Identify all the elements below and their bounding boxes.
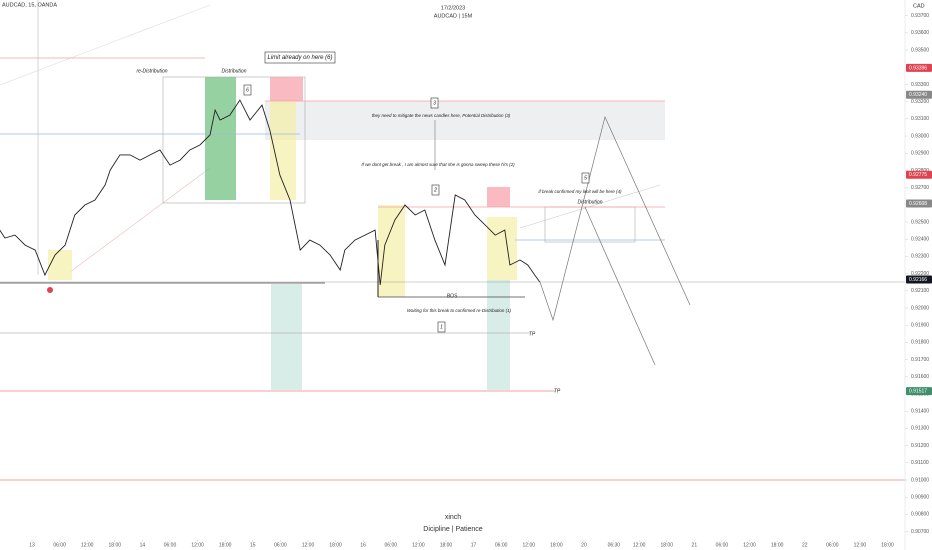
x-tick-label: 06:00	[495, 542, 508, 548]
annotation: TP	[554, 388, 561, 394]
x-tick-label: 22	[802, 542, 808, 548]
x-tick-label: 18:00	[109, 542, 122, 548]
x-tick-label: 06:00	[826, 542, 839, 548]
currency: CAD	[913, 3, 925, 9]
annotation: Limit already on here (6)	[267, 55, 332, 61]
annotation: Distribution	[577, 199, 602, 205]
drawings	[0, 0, 905, 481]
x-tick-label: 12:00	[412, 542, 425, 548]
annotation: if break confirmed my limit will be here…	[538, 189, 622, 194]
y-tick-label: 0.91000	[911, 477, 929, 483]
price-tag	[906, 170, 932, 179]
x-tick-label: 17	[471, 542, 477, 548]
price-tag-label: 0.91517	[909, 388, 927, 394]
price-line	[0, 99, 541, 286]
price-tag	[906, 90, 932, 99]
y-tick-label: 0.91200	[911, 443, 929, 449]
y-tick-label: 0.91600	[911, 374, 929, 380]
y-tick-label: 0.92000	[911, 305, 929, 311]
x-tick-label: 18:00	[329, 542, 342, 548]
x-tick-label: 14	[140, 542, 146, 548]
y-tick-label: 0.90700	[911, 529, 929, 535]
annotation: Waiting for this break to confirmed re-D…	[407, 308, 512, 313]
price-tag-label: 0.92775	[909, 172, 927, 178]
annotation: TP	[529, 331, 536, 337]
x-tick-label: 13	[29, 542, 35, 548]
price-tag	[906, 199, 932, 208]
x-tick-label: 06:00	[164, 542, 177, 548]
motto: Dicipline | Patience	[423, 526, 483, 533]
price-tag-label: 0.92166	[909, 277, 927, 283]
x-tick-label: 12:00	[743, 542, 756, 548]
x-tick-label: 12:00	[523, 542, 536, 548]
chart-subtitle: 17/2/2023	[441, 5, 465, 11]
y-tick-label: 0.93100	[911, 116, 929, 122]
x-tick-label: 06:00	[385, 542, 398, 548]
y-tick-label: 0.92900	[911, 151, 929, 157]
annotation: re-Distribution	[136, 68, 167, 74]
chart-title: AUDCAD, 15, OANDA	[2, 2, 57, 8]
price-tag-label: 0.93396	[909, 65, 927, 71]
x-tick-label: 12:00	[633, 542, 646, 548]
price-tag	[906, 387, 932, 396]
x-tick-label: 06:00	[53, 542, 66, 548]
y-tick-label: 0.93300	[911, 82, 929, 88]
x-tick-label: 12:00	[854, 542, 867, 548]
x-tick-label: 15	[250, 542, 256, 548]
y-tick-label: 0.91800	[911, 340, 929, 346]
x-tick-label: 12:00	[191, 542, 204, 548]
annotation: Distribution	[221, 68, 246, 74]
x-tick-label: 18:00	[881, 542, 894, 548]
y-tick-label: 0.91300	[911, 426, 929, 432]
price-tag-label: 0.93240	[909, 92, 927, 98]
x-tick-label: 18:00	[440, 542, 453, 548]
annotation: BOS	[447, 293, 458, 299]
y-tick-label: 0.91900	[911, 323, 929, 329]
annotation: 6	[246, 87, 249, 93]
price-tag	[906, 63, 932, 72]
annotation: 3	[433, 100, 436, 106]
y-tick-label: 0.93200	[911, 99, 929, 105]
x-tick-label: 06:30	[608, 542, 621, 548]
author: xinch	[445, 514, 461, 521]
y-tick-label: 0.92400	[911, 237, 929, 243]
annotation: 1	[440, 324, 443, 330]
y-tick-label: 0.93700	[911, 13, 929, 19]
x-tick-label: 18:00	[771, 542, 784, 548]
y-tick-label: 0.92500	[911, 219, 929, 225]
x-tick-label: 18:00	[660, 542, 673, 548]
annotation: they need to mitigate the news candles h…	[372, 113, 511, 118]
x-tick-label: 21	[692, 542, 698, 548]
annotation: 2	[433, 187, 437, 193]
y-tick-label: 0.92300	[911, 254, 929, 260]
y-tick-label: 0.93000	[911, 133, 929, 139]
annotations: Limit already on here (6) re-Distributio…	[136, 55, 622, 394]
x-tick-label: 06:00	[274, 542, 287, 548]
y-tick-label: 0.92700	[911, 185, 929, 191]
annotation: If we dont get break , I am almost sure …	[361, 162, 515, 167]
x-tick-label: 20	[581, 542, 587, 548]
x-tick-label: 18:00	[550, 542, 563, 548]
x-tick-label: 16	[360, 542, 366, 548]
y-tick-label: 0.91400	[911, 409, 929, 415]
x-tick-label: 18:00	[219, 542, 232, 548]
y-tick-label: 0.90900	[911, 495, 929, 501]
annotation: 5	[584, 175, 587, 181]
x-tick-label: 12:00	[81, 542, 94, 548]
price-tag	[906, 275, 932, 284]
x-tick-label: 06:00	[716, 542, 729, 548]
y-tick-label: 0.91700	[911, 357, 929, 363]
y-tick-label: 0.93600	[911, 30, 929, 36]
x-tick-label: 12:00	[302, 542, 315, 548]
y-tick-label: 0.92200	[911, 271, 929, 277]
y-tick-label: 0.92100	[911, 288, 929, 294]
y-tick-label: 0.90800	[911, 512, 929, 518]
y-tick-label: 0.91100	[911, 460, 929, 466]
y-tick-label: 0.93500	[911, 47, 929, 53]
price-tag-label: 0.92608	[909, 201, 927, 207]
symbol: AUDCAD | 15M	[434, 13, 473, 19]
